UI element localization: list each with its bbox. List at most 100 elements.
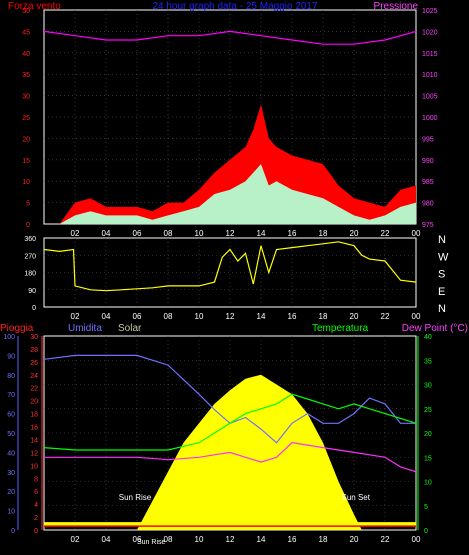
rain-tick-label: 16 [30,425,38,432]
y-tick-label: 270 [24,253,36,260]
y2-tick-label: 1015 [422,51,438,58]
temp-tick-label: 40 [424,334,432,341]
compass-label: S [438,269,445,281]
y-tick-label: 45 [22,29,30,36]
chart-title: 24 hour graph data - 25 Maggio 2017 [152,1,318,12]
rain-label: Pioggia [0,323,34,334]
y-tick-label: 30 [22,94,30,101]
y-tick-label: 5 [26,201,30,208]
humidity-tick-label: 20 [7,489,15,496]
x-tick-label: 10 [195,229,204,238]
y2-tick-label: 1025 [422,8,438,15]
rain-tick-label: 22 [30,386,38,393]
x-tick-label: 02 [71,312,80,321]
compass-label: W [438,251,449,263]
sunset-annotation: Sun Set [342,493,371,502]
x-tick-label: 14 [257,312,266,321]
x-tick-label: 02 [71,535,80,544]
x-tick-label: 20 [350,312,359,321]
rain-tick-label: 8 [34,476,38,483]
rain-tick-label: 6 [34,489,38,496]
y-tick-label: 90 [28,288,36,295]
x-tick-label: 16 [288,312,297,321]
y2-tick-label: 1005 [422,94,438,101]
rain-tick-label: 14 [30,437,38,444]
temperature-label: Temperatura [312,323,369,334]
temp-tick-label: 0 [424,528,428,535]
y-tick-label: 360 [24,236,36,243]
temp-tick-label: 5 [424,504,428,511]
x-tick-label: 20 [350,535,359,544]
series-temperature-line [43,393,417,451]
x-tick-label: 14 [257,535,266,544]
x-tick-label: 22 [381,229,390,238]
x-tick-label: 04 [102,229,111,238]
left-axis-label: Forza vento [8,1,61,12]
temp-tick-label: 25 [424,407,432,414]
x-tick-label: 00 [412,229,421,238]
temp-tick-label: 30 [424,383,432,390]
x-tick-label: 22 [381,535,390,544]
temp-tick-label: 10 [424,480,432,487]
humidity-tick-label: 50 [7,431,15,438]
x-tick-label: 10 [195,535,204,544]
x-tick-label: 12 [226,229,235,238]
x-tick-label: 12 [226,312,235,321]
y-tick-label: 0 [32,305,36,312]
y-tick-label: 10 [22,179,30,186]
rain-tick-label: 28 [30,347,38,354]
temp-tick-label: 35 [424,358,432,365]
rain-tick-label: 4 [34,502,38,509]
x-tick-label: 18 [319,312,328,321]
sunrise-axis-marker: Sun Rise [137,539,166,546]
x-tick-label: 06 [133,312,142,321]
y2-tick-label: 1020 [422,29,438,36]
rain-tick-label: 30 [30,334,38,341]
solar-label: Solar [118,323,142,334]
x-tick-label: 20 [350,229,359,238]
x-tick-label: 12 [226,535,235,544]
humidity-tick-label: 40 [7,450,15,457]
y-tick-label: 20 [22,136,30,143]
y2-tick-label: 980 [422,201,434,208]
x-tick-label: 02 [71,229,80,238]
y-tick-label: 0 [26,222,30,229]
y2-tick-label: 1010 [422,72,438,79]
y-tick-label: 25 [22,115,30,122]
x-tick-label: 10 [195,312,204,321]
x-tick-label: 16 [288,535,297,544]
series-wind-direction-line [43,241,417,292]
y-tick-label: 180 [24,271,36,278]
series-humidity-line [43,354,416,444]
y-tick-label: 50 [22,8,30,15]
y2-tick-label: 995 [422,136,434,143]
x-tick-label: 04 [102,312,111,321]
series-rain-band [44,522,416,527]
humidity-tick-label: 90 [7,353,15,360]
x-tick-label: 00 [412,312,421,321]
humidity-tick-label: 0 [11,528,15,535]
x-tick-label: 04 [102,535,111,544]
y-tick-label: 40 [22,51,30,58]
rain-tick-label: 26 [30,360,38,367]
rain-tick-label: 24 [30,373,38,380]
rain-tick-label: 12 [30,450,38,457]
x-tick-label: 06 [133,535,142,544]
humidity-tick-label: 60 [7,412,15,419]
dewpoint-label: Dew Point (°C) [402,323,468,334]
rain-tick-label: 2 [34,515,38,522]
humidity-label: Umidita [68,323,102,334]
humidity-tick-label: 80 [7,373,15,380]
x-tick-label: 00 [412,535,421,544]
sunrise-annotation: Sun Rise [119,493,152,502]
x-tick-label: 18 [319,229,328,238]
series-dewpoint-line [44,442,417,473]
x-tick-label: 22 [381,312,390,321]
compass-label: N [438,234,446,246]
series-pressure-line [43,30,417,45]
x-tick-label: 06 [133,229,142,238]
x-tick-label: 08 [164,312,173,321]
rain-tick-label: 20 [30,399,38,406]
rain-tick-label: 10 [30,463,38,470]
